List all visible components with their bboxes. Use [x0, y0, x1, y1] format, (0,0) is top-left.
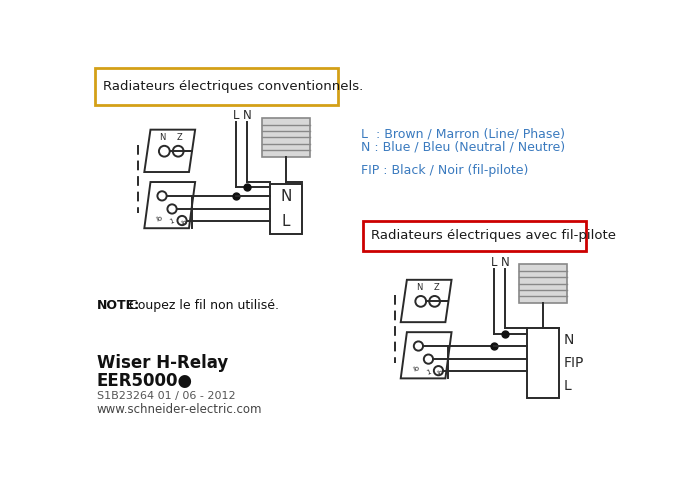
Text: FIP: FIP — [563, 356, 584, 370]
Text: ïo: ïo — [155, 215, 164, 223]
Text: Radiateurs électriques conventionnels.: Radiateurs électriques conventionnels. — [103, 80, 363, 93]
Bar — [262, 118, 310, 156]
Text: ïo: ïo — [412, 366, 420, 373]
Bar — [519, 265, 567, 303]
Bar — [270, 184, 302, 233]
Text: N: N — [416, 283, 423, 292]
Text: Wiser H-Relay: Wiser H-Relay — [97, 354, 228, 372]
Text: S1B23264 01 / 06 - 2012: S1B23264 01 / 06 - 2012 — [97, 391, 235, 401]
Text: N: N — [243, 109, 252, 122]
Text: L: L — [490, 257, 497, 270]
Text: Z: Z — [177, 133, 183, 142]
Text: NOTE:: NOTE: — [97, 299, 140, 312]
Text: EER5000●: EER5000● — [97, 372, 192, 390]
Text: N: N — [160, 133, 166, 142]
Text: www.schneider-electric.com: www.schneider-electric.com — [97, 403, 262, 415]
Text: 1: 1 — [425, 368, 432, 376]
Text: N: N — [280, 189, 292, 204]
Text: Z: Z — [434, 283, 439, 292]
Bar — [363, 220, 586, 252]
Text: FIP : Black / Noir (fil-pilote): FIP : Black / Noir (fil-pilote) — [361, 164, 528, 177]
Text: L  : Brown / Marron (Line/ Phase): L : Brown / Marron (Line/ Phase) — [361, 127, 564, 140]
Bar — [95, 68, 338, 105]
Text: N: N — [563, 333, 573, 347]
Bar — [527, 328, 560, 397]
Text: L: L — [563, 379, 571, 393]
Text: 1: 1 — [169, 218, 175, 225]
Text: ïo: ïo — [437, 369, 445, 377]
Text: Radiateurs électriques avec fil-pilote: Radiateurs électriques avec fil-pilote — [371, 229, 616, 242]
Text: L: L — [233, 109, 239, 122]
Text: L: L — [282, 214, 290, 228]
Text: N: N — [501, 257, 510, 270]
Text: ïo: ïo — [180, 219, 188, 227]
Text: Coupez le fil non utilisé.: Coupez le fil non utilisé. — [125, 299, 279, 312]
Text: N : Blue / Bleu (Neutral / Neutre): N : Blue / Bleu (Neutral / Neutre) — [361, 141, 565, 154]
